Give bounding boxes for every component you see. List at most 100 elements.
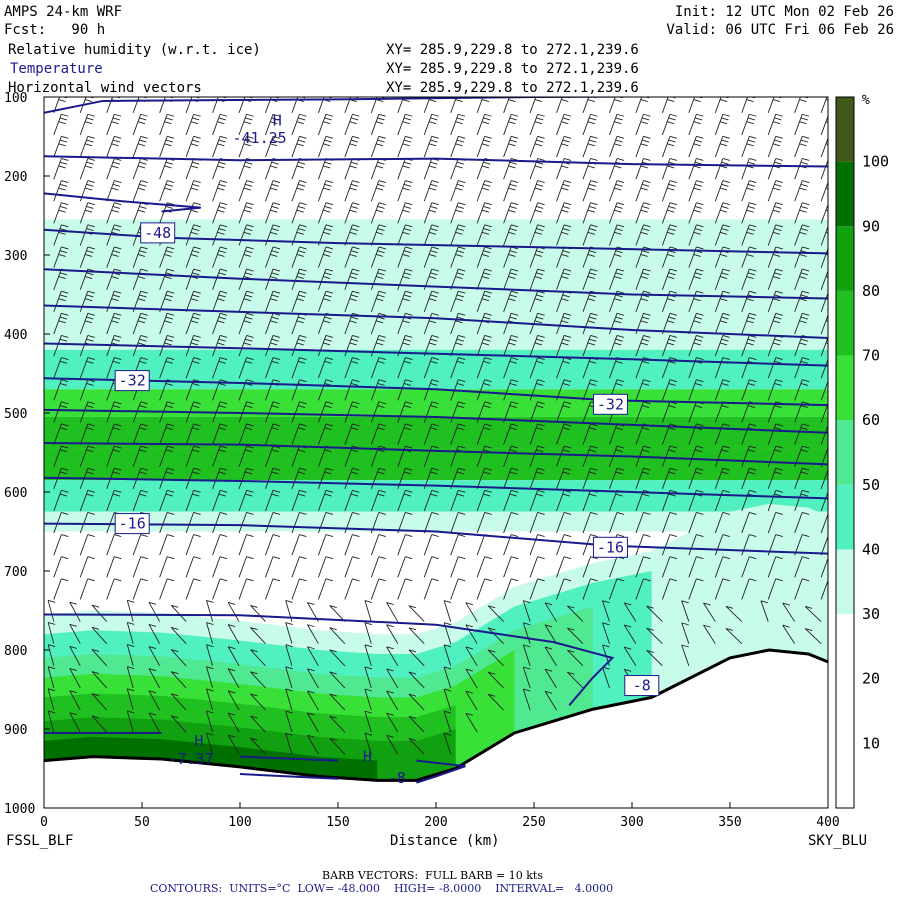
wind-barb-flag	[537, 357, 545, 360]
wind-barb-flag	[587, 320, 595, 324]
wind-barb-flag	[247, 92, 254, 94]
wind-barb-flag	[299, 379, 307, 383]
wind-barb-flag	[206, 622, 214, 625]
wind-barb-flag	[488, 693, 496, 697]
wind-barb-flag	[141, 97, 147, 99]
wind-barb	[53, 136, 62, 158]
wind-barb-flag	[775, 534, 783, 537]
wind-barb	[91, 671, 108, 689]
wind-barb-flag	[455, 187, 463, 191]
wind-barb-flag	[561, 253, 569, 257]
wind-barb-flag	[58, 320, 66, 324]
wind-barb-flag	[193, 534, 201, 537]
wind-barb	[582, 556, 591, 578]
wind-barb-flag	[697, 97, 703, 99]
wind-barb	[609, 578, 618, 600]
wind-barb	[227, 602, 240, 622]
wind-barb-flag	[218, 139, 226, 143]
wind-barb-flag	[431, 578, 439, 582]
wind-barb-flag	[703, 602, 711, 606]
wind-barb-flag	[481, 253, 490, 257]
wind-barb	[317, 97, 325, 113]
wind-barb-flag	[141, 92, 148, 94]
wind-barb-flag	[696, 135, 704, 139]
wind-barb	[567, 605, 584, 622]
wind-barb-flag	[775, 357, 783, 360]
wind-barb-flag	[455, 99, 463, 103]
wind-barb-flag	[329, 693, 337, 697]
wind-barb-flag	[272, 489, 281, 493]
wind-barb	[212, 158, 221, 180]
wind-barb-flag	[567, 649, 575, 653]
wind-barb-flag	[402, 276, 410, 279]
wind-barb-flag	[537, 180, 545, 184]
wind-barb-flag	[669, 445, 678, 449]
wind-barb-flag	[377, 139, 385, 143]
wind-barb-flag	[562, 360, 570, 364]
wind-barb	[206, 600, 213, 622]
wind-barb	[661, 556, 671, 578]
wind-barb	[609, 97, 616, 113]
wind-barb-flag	[61, 511, 69, 515]
wind-barb-flag	[167, 511, 175, 515]
wind-barb-flag	[271, 139, 279, 143]
wind-barb	[307, 690, 319, 711]
wind-barb-flag	[465, 712, 473, 716]
wind-barb-flag	[87, 556, 95, 560]
wind-barb	[661, 512, 671, 534]
wind-barb	[681, 644, 690, 666]
wind-barb-flag	[749, 268, 757, 272]
wind-barb	[635, 578, 644, 600]
wind-barb	[544, 624, 557, 644]
wind-barb-flag	[723, 92, 730, 94]
wind-barb	[408, 738, 425, 755]
wind-barb-flag	[749, 445, 757, 449]
wind-barb-flag	[219, 335, 228, 338]
wind-barb-flag	[722, 556, 730, 560]
wind-barb-flag	[245, 183, 253, 187]
wind-barb	[344, 578, 353, 600]
wind-barb-flag	[643, 92, 650, 94]
wind-barb	[329, 693, 346, 711]
wind-barb-flag	[190, 253, 199, 257]
wind-barb-flag	[87, 202, 95, 206]
wind-barb-flag	[562, 139, 570, 143]
wind-barb-flag	[458, 445, 466, 449]
wind-barb-flag	[228, 712, 236, 716]
wind-barb-flag	[59, 338, 68, 342]
wind-barb-flag	[774, 139, 782, 143]
wind-barb-flag	[643, 467, 651, 471]
wind-barb-flag	[167, 423, 175, 427]
wind-barb	[714, 556, 724, 578]
wind-barb-flag	[775, 113, 783, 117]
wind-barb-flag	[602, 600, 610, 604]
wind-barb-flag	[643, 135, 651, 139]
wind-barb	[767, 136, 777, 158]
wind-barb-flag	[667, 209, 675, 213]
wind-barb-flag	[377, 360, 385, 364]
wind-barb-flag	[536, 272, 544, 276]
wind-barb-flag	[364, 688, 373, 692]
wind-barb-flag	[402, 143, 410, 147]
wind-barb-flag	[378, 445, 386, 449]
wind-barb-flag	[749, 357, 757, 360]
wind-barb-flag	[193, 335, 201, 338]
wind-barb-flag	[775, 135, 783, 139]
wind-barb-flag	[534, 209, 543, 213]
wind-barb-flag	[246, 423, 254, 427]
wind-barb-flag	[352, 268, 360, 272]
wind-barb	[476, 556, 486, 578]
wind-barb	[291, 180, 300, 202]
wind-barb-flag	[775, 202, 783, 206]
wind-barb-flag	[219, 423, 228, 427]
wind-barb-flag	[511, 379, 519, 383]
wind-barb-flag	[465, 646, 473, 650]
wind-barb	[307, 735, 319, 755]
wind-barb	[476, 97, 484, 113]
wind-barb-flag	[270, 143, 278, 147]
wind-barb-flag	[377, 382, 385, 386]
wind-barb	[794, 556, 803, 578]
wind-barb	[265, 556, 274, 578]
wind-barb-flag	[140, 335, 148, 338]
wind-barb-flag	[774, 117, 782, 121]
